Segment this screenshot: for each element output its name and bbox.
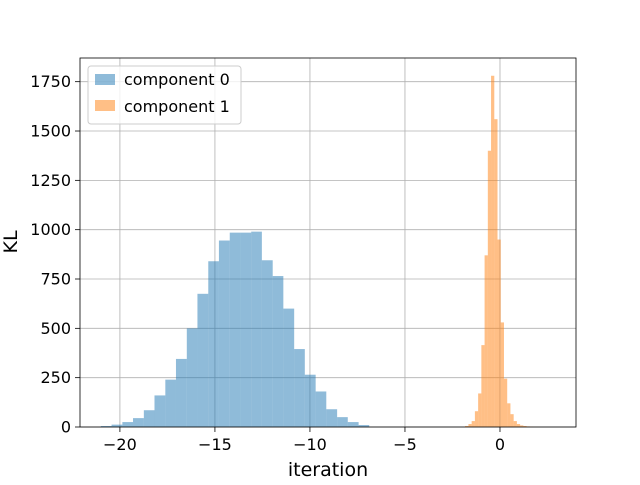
y-tick-label: 1500: [30, 122, 71, 141]
y-tick-label: 1000: [30, 220, 71, 239]
histogram-bar: [219, 241, 230, 427]
legend-label-component-1: component 1: [124, 97, 230, 116]
histogram-bar: [348, 422, 359, 427]
y-tick-label: 1250: [30, 171, 71, 190]
x-tick-label: −15: [198, 435, 232, 454]
histogram-bar: [491, 76, 494, 427]
histogram-bar: [498, 240, 501, 427]
histogram-bar: [230, 233, 241, 427]
y-tick-label: 250: [40, 368, 71, 387]
histogram-bar: [514, 421, 517, 427]
histogram-bar: [494, 119, 497, 427]
histogram-bar: [485, 255, 488, 427]
histogram-bar: [122, 422, 133, 427]
y-tick-label: 0: [61, 418, 71, 437]
histogram-bar: [187, 328, 198, 427]
y-tick-label: 1750: [30, 72, 71, 91]
x-axis-label: iteration: [288, 459, 368, 480]
histogram-bar: [144, 410, 155, 427]
histogram-bar: [176, 359, 187, 427]
legend: component 0 component 1: [88, 66, 241, 124]
legend-swatch-component-1: [95, 100, 115, 111]
histogram-bar: [478, 393, 481, 427]
histogram-bar: [208, 261, 219, 427]
y-tick-label: 750: [40, 270, 71, 289]
histogram-bar: [294, 349, 305, 427]
x-tick-label: −5: [393, 435, 417, 454]
histogram-bar: [197, 294, 208, 427]
histogram-bar: [510, 414, 513, 427]
legend-swatch-component-0: [95, 74, 115, 85]
x-tick-label: −10: [293, 435, 327, 454]
histogram-bar: [165, 380, 176, 427]
histogram-bar: [507, 403, 510, 427]
histogram-bar: [488, 151, 491, 427]
histogram-bar: [251, 232, 262, 427]
histogram-bar: [326, 409, 337, 427]
y-axis-label: KL: [0, 230, 22, 253]
histogram-bar: [501, 322, 504, 427]
histogram-bar: [472, 421, 475, 427]
histogram-bar: [240, 233, 251, 427]
histogram-bar: [517, 424, 520, 427]
histogram-bar: [283, 309, 294, 427]
histogram-bar: [154, 395, 165, 427]
histogram-bar: [273, 276, 284, 427]
legend-label-component-0: component 0: [124, 70, 230, 89]
histogram-bar: [316, 391, 327, 427]
histogram-bar: [481, 345, 484, 427]
histogram-bar: [262, 260, 273, 427]
y-tick-label: 500: [40, 319, 71, 338]
histogram-bar: [337, 417, 348, 427]
histogram-bar: [133, 418, 144, 427]
x-tick-label: −20: [103, 435, 137, 454]
histogram-bar: [305, 375, 316, 427]
histogram-bar: [504, 379, 507, 427]
histogram-bar: [475, 411, 478, 427]
x-tick-label: 0: [495, 435, 505, 454]
histogram-bar: [468, 424, 471, 427]
